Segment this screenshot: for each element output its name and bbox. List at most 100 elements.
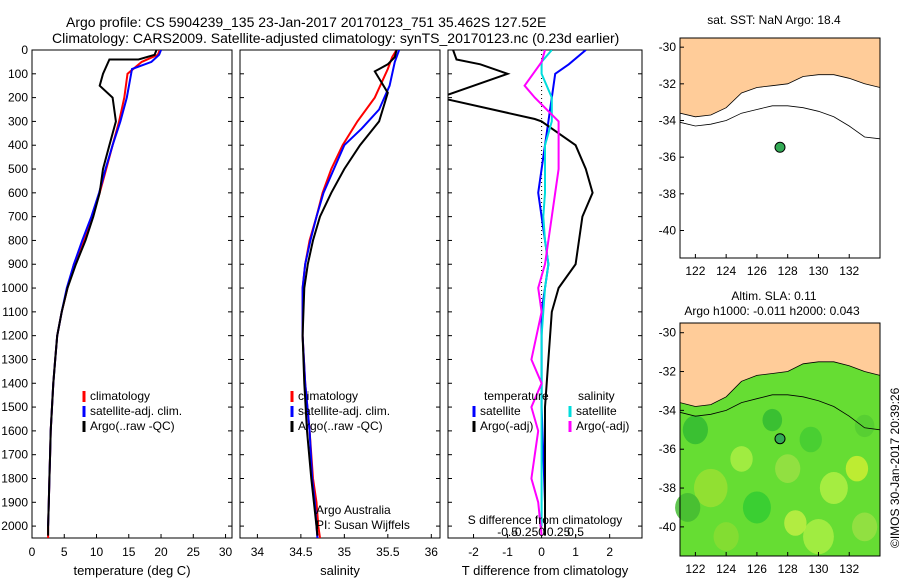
y-tick-label: 1000: [1, 281, 28, 295]
float-marker: [774, 433, 786, 445]
legend-label: climatology: [298, 389, 358, 403]
x-tick-label: 1: [572, 545, 579, 559]
y-tick-label: 1600: [1, 424, 28, 438]
y-tick-label: 100: [8, 67, 28, 81]
y-tick-label: -34: [659, 403, 677, 417]
y-tick-label: 2000: [1, 519, 28, 533]
field-blob: [819, 472, 848, 505]
y-tick-label: -38: [659, 187, 677, 201]
x-tick-label: 130: [808, 562, 828, 576]
series-line-3: [47, 50, 158, 536]
x2-tick-label: 0.5: [567, 525, 584, 539]
x2-tick-label: 0.25: [547, 525, 571, 539]
x-tick-label: 132: [839, 562, 859, 576]
y-tick-label: -40: [659, 520, 677, 534]
y-tick-label: 1200: [1, 329, 28, 343]
y-tick-label: -34: [659, 114, 677, 128]
y-tick-label: -40: [659, 224, 677, 238]
map-frame: [679, 322, 881, 557]
field-blob: [775, 454, 801, 484]
x-tick-label: 0: [538, 545, 545, 559]
y-tick-label: 200: [8, 91, 28, 105]
field-blob: [799, 426, 822, 453]
y-tick-label: -30: [659, 326, 677, 340]
depth-contour: [679, 394, 881, 431]
x-tick-label: 124: [716, 264, 736, 278]
y-tick-label: 1800: [1, 471, 28, 485]
x-tick-label: 30: [219, 545, 233, 559]
x-tick-label: -2: [468, 545, 479, 559]
field-blob: [762, 408, 783, 432]
y-tick-label: 0: [21, 43, 28, 57]
panel-sla-map: -30 -32 -34 -36 -38 -40 122 124 126 128 130 132 Alti…: [659, 289, 881, 576]
x-tick-label: 34: [251, 545, 265, 559]
field-blob: [742, 491, 771, 524]
legend-label: satellite: [576, 404, 617, 418]
land-area: [679, 322, 881, 407]
x-tick-label: 25: [187, 545, 201, 559]
x-tick-label: 124: [716, 562, 736, 576]
panel-differences: -2 -1 0 1 2 T difference from climatology temp…: [447, 49, 643, 578]
plot-frame: [31, 49, 233, 539]
field-blob: [682, 415, 708, 445]
map-frame: [679, 37, 881, 259]
x-tick-label: 126: [747, 264, 767, 278]
x-tick-label: 0: [29, 545, 36, 559]
x-tick-label: 36: [425, 545, 439, 559]
panel-temperature: 0100200300400500600700800900100011001200…: [1, 43, 232, 578]
legend-label: satellite-adj. clim.: [298, 404, 390, 418]
y-tick-label: -30: [659, 40, 677, 54]
y-tick-label: -36: [659, 442, 677, 456]
y-tick-label: 500: [8, 162, 28, 176]
x-tick-label: 35: [338, 545, 352, 559]
series-line-4: [523, 50, 560, 536]
y-tick-label: 800: [8, 233, 28, 247]
y-tick-label: -32: [659, 365, 677, 379]
field-blob: [845, 455, 869, 482]
x-tick-label: 10: [90, 545, 104, 559]
title-line-1: Argo profile: CS 5904239_135 23-Jan-2017…: [66, 14, 547, 30]
x-tick-label: 128: [778, 562, 798, 576]
map-title: sat. SST: NaN Argo: 18.4: [707, 13, 841, 27]
y-tick-label: 1500: [1, 400, 28, 414]
x-tick-label: 5: [61, 545, 68, 559]
x-tick-label: 34.5: [289, 545, 313, 559]
y-tick-label: 1100: [2, 305, 28, 319]
copyright-stamp: ©IMOS 30-Jan-2017 20:39:26: [888, 387, 900, 548]
x-tick-label: -1: [502, 545, 513, 559]
y-tick-label: 1900: [1, 495, 28, 509]
plot-frame: [239, 49, 441, 539]
x-tick-label: 122: [685, 264, 705, 278]
field-blob: [713, 522, 739, 551]
field-blob: [803, 518, 834, 555]
x-tick-label: 130: [808, 264, 828, 278]
x-tick-label: 15: [122, 545, 136, 559]
legend-label: Argo(-adj): [480, 419, 533, 433]
annotation-text: Argo Australia: [316, 503, 391, 517]
title-line-2: Climatology: CARS2009. Satellite-adjuste…: [52, 30, 620, 46]
legend-label: Argo(..raw -QC): [90, 419, 175, 433]
field-blob: [852, 512, 878, 542]
map-title: Altim. SLA: 0.11: [731, 289, 816, 303]
panel-sst-map: -30 -32 -34 -36 -38 -40 122 124 126 128 130 132 sat.…: [659, 13, 881, 278]
legend-label: temperature: [484, 389, 549, 403]
legend-label: Argo(-adj): [576, 419, 629, 433]
float-marker: [774, 141, 786, 153]
x-tick-label: 128: [778, 264, 798, 278]
depth-contour: [679, 105, 881, 140]
x-tick-label: 132: [839, 264, 859, 278]
map-subtitle: Argo h1000: -0.011 h2000: 0.043: [684, 304, 860, 318]
y-tick-label: 1300: [1, 352, 28, 366]
x-tick-label: 35.5: [376, 545, 400, 559]
field-blob: [693, 468, 728, 508]
series-line-2: [448, 50, 594, 536]
y-tick-label: -38: [659, 481, 677, 495]
field-blob: [784, 510, 807, 536]
field-blob: [675, 493, 701, 522]
y-tick-label: -32: [659, 77, 677, 91]
y-tick-label: 1400: [1, 376, 28, 390]
y-tick-label: 600: [8, 186, 28, 200]
legend-label: Argo(..raw -QC): [298, 419, 383, 433]
series-line-3: [301, 50, 398, 536]
